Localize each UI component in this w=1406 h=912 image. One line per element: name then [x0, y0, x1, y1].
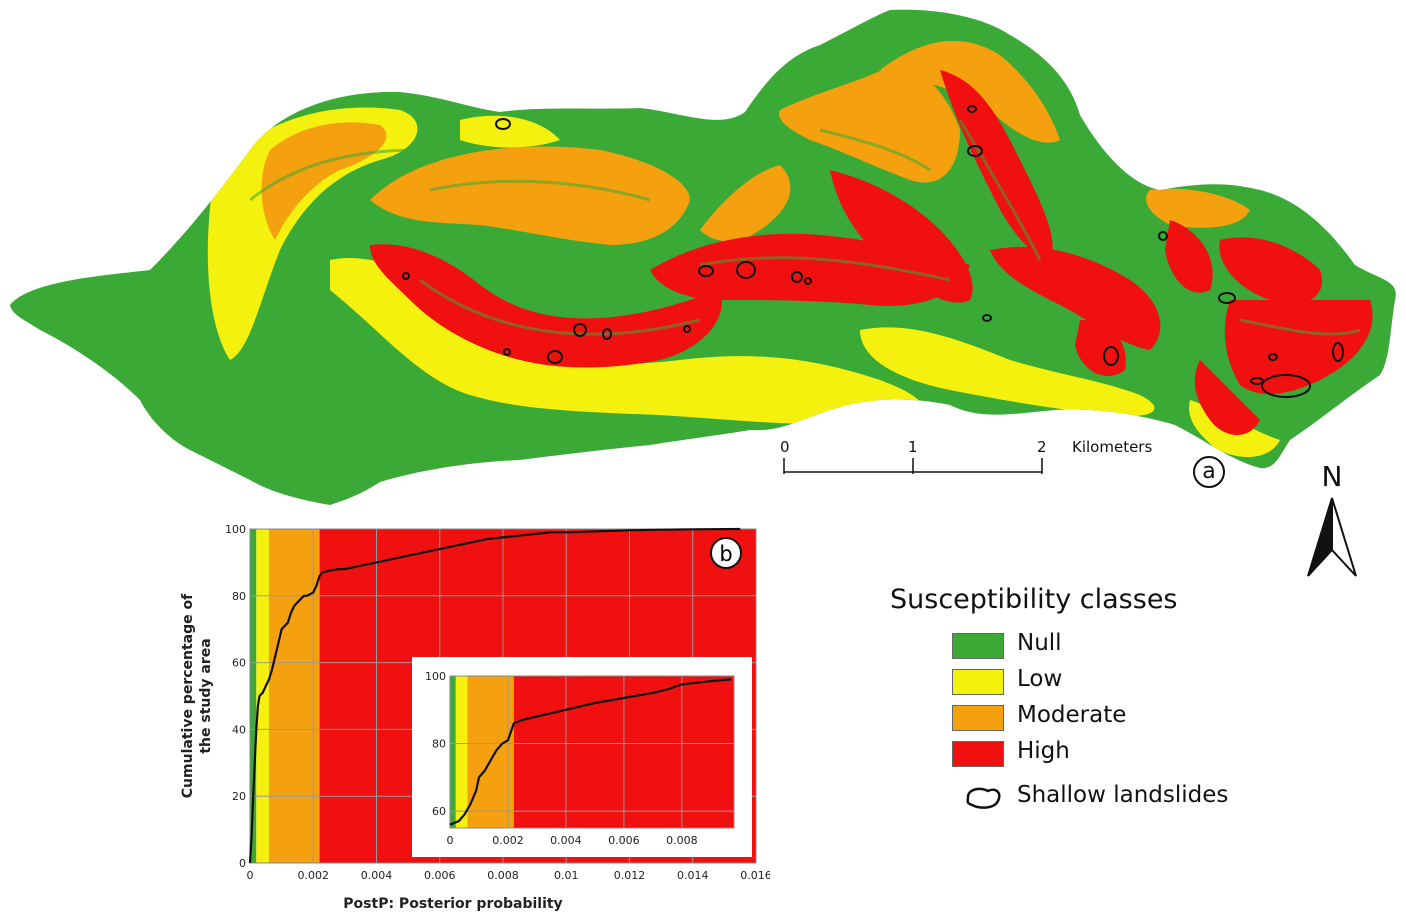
legend-label-low: Low — [1017, 666, 1063, 692]
legend-swatch-low — [952, 669, 1004, 695]
x-tick-label: 0.004 — [550, 834, 582, 847]
x-tick-label: 0.002 — [492, 834, 524, 847]
x-tick-label: 0 — [447, 834, 454, 847]
x-tick-label: 0.016 — [740, 869, 770, 882]
north-arrow-icon — [1307, 497, 1357, 577]
class-band-null — [450, 676, 456, 828]
x-tick-label: 0.008 — [487, 869, 519, 882]
y-tick-label: 20 — [232, 790, 246, 803]
north-arrow: N — [1304, 460, 1360, 580]
legend-swatch-null — [952, 633, 1004, 659]
x-tick-label: 0.012 — [614, 869, 646, 882]
scale-unit: Kilometers — [1072, 438, 1152, 456]
scale-tick-2: 2 — [1037, 438, 1047, 456]
north-label: N — [1321, 460, 1343, 493]
panel-label-a: a — [1193, 456, 1225, 488]
y-tick-label: 100 — [225, 523, 246, 536]
legend-item-landslides: Shallow landslides — [952, 781, 1310, 817]
legend-item-high: High — [952, 737, 1310, 773]
class-band-moderate — [268, 529, 320, 863]
legend-item-low: Low — [952, 665, 1310, 701]
cumulative-line — [449, 678, 732, 826]
class-band-low — [256, 529, 269, 863]
panel-label-b-circle — [710, 537, 742, 569]
y-tick-label: 60 — [232, 657, 246, 670]
legend-item-moderate: Moderate — [952, 701, 1310, 737]
scale-tick-1: 1 — [908, 438, 918, 456]
landslide-outlines — [402, 105, 1344, 398]
inset-chart: 0 0.002 0.004 0.006 0.008 60 80 100 — [412, 657, 752, 857]
scale-tick-0: 0 — [780, 438, 790, 456]
y-tick-label: 40 — [232, 723, 246, 736]
x-tick-label: 0.006 — [608, 834, 640, 847]
legend-label-null: Null — [1017, 630, 1062, 656]
legend: Susceptibility classes Null Low Moderate… — [890, 584, 1310, 817]
class-band-moderate — [467, 676, 514, 828]
panel-label-b: b — [719, 542, 732, 566]
legend-swatch-high — [952, 741, 1004, 767]
legend-label-landslides: Shallow landslides — [1017, 782, 1229, 808]
legend-item-null: Null — [952, 629, 1310, 665]
plot-frame — [249, 528, 757, 864]
legend-title: Susceptibility classes — [890, 584, 1178, 615]
y-tick-label: 0 — [239, 857, 246, 870]
x-tick-label: 0 — [247, 869, 254, 882]
y-tick-label: 80 — [232, 590, 246, 603]
plot-frame — [449, 675, 735, 829]
y-axis-title: Cumulative percentage of the study area — [180, 593, 214, 798]
legend-label-high: High — [1017, 738, 1070, 764]
cumulative-line — [248, 527, 741, 864]
class-band-null — [250, 529, 257, 863]
scale-bar — [783, 458, 1043, 474]
legend-swatch-moderate — [952, 705, 1004, 731]
x-tick-label: 0.01 — [554, 869, 579, 882]
x-tick-label: 0.014 — [677, 869, 709, 882]
x-axis-title: PostP: Posterior probability — [343, 896, 562, 912]
landslide-outline-icon — [966, 787, 1001, 809]
class-band-low — [455, 676, 468, 828]
y-tick-label: 60 — [432, 805, 446, 818]
legend-label-moderate: Moderate — [1017, 702, 1127, 728]
x-tick-label: 0.006 — [424, 869, 456, 882]
y-tick-label: 100 — [425, 670, 446, 683]
x-tick-label: 0.004 — [361, 869, 393, 882]
y-tick-label: 80 — [432, 738, 446, 751]
x-tick-label: 0.008 — [666, 834, 698, 847]
x-tick-label: 0.002 — [298, 869, 330, 882]
